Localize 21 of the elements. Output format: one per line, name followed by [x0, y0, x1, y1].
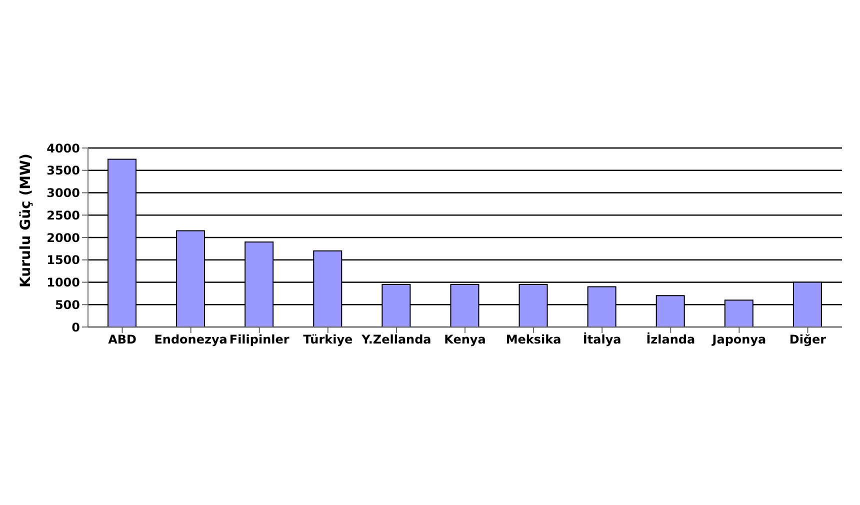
- x-tick-label: ABD: [108, 332, 137, 347]
- x-tick-label: Meksika: [506, 332, 562, 347]
- y-tick-label: 1000: [46, 276, 80, 290]
- x-tick-label: Türkiye: [303, 332, 353, 347]
- x-tick-label: Y.Zellanda: [360, 332, 432, 347]
- x-tick-label: Endonezya: [154, 332, 228, 347]
- y-tick-label: 3000: [46, 186, 80, 200]
- y-tick-label: 0: [72, 320, 80, 334]
- y-tick-label: 1500: [46, 253, 80, 268]
- x-tick-label: Kenya: [444, 332, 486, 347]
- x-tick-label: Japonya: [711, 332, 766, 347]
- x-tick-label: Filipinler: [229, 332, 290, 347]
- y-axis-title: Kurulu Güç (MW): [18, 154, 34, 288]
- x-tick-label: Diğer: [789, 332, 826, 347]
- y-tick-label: 4000: [46, 141, 80, 156]
- x-tick-label: İtalya: [582, 332, 622, 347]
- y-tick-label: 3500: [46, 164, 80, 178]
- y-tick-label: 2500: [46, 208, 80, 222]
- y-tick-label: 2000: [46, 230, 80, 245]
- x-tick-label: İzlanda: [646, 332, 696, 347]
- y-tick-label: 500: [54, 298, 80, 312]
